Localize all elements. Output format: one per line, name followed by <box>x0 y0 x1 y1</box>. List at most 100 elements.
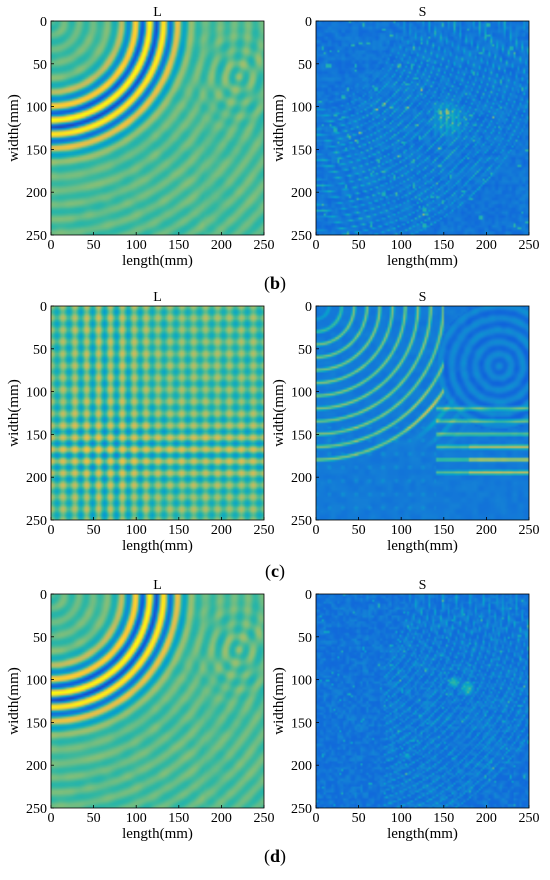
panel-c-left: L0 50 100 150 200 250050100150200250length(mm… <box>6 290 275 554</box>
x-tick-label: 100 <box>391 811 412 826</box>
heatmap-image <box>316 306 529 520</box>
plot-frame <box>315 20 530 236</box>
panel-d-right: S0 50 100 150 200 250050100150200250length(mm… <box>271 578 540 842</box>
heatmap-image <box>51 21 264 235</box>
y-tick-label: 50 <box>33 58 47 73</box>
x-tick-label: 200 <box>476 238 497 253</box>
x-tick-label: 250 <box>254 811 275 826</box>
x-axis-label: length(mm) <box>122 538 193 554</box>
row-label-d: (d) <box>264 846 286 867</box>
x-tick-label: 200 <box>476 811 497 826</box>
y-tick-label: 150 <box>291 428 312 443</box>
x-tick-label: 50 <box>87 523 101 538</box>
row-label-b: (b) <box>264 273 286 294</box>
y-tick-label: 50 <box>33 631 47 646</box>
y-tick-label: 100 <box>291 101 312 116</box>
panel-title: L <box>153 578 162 593</box>
y-tick-label: 150 <box>26 143 47 158</box>
y-tick-label: 250 <box>26 802 47 817</box>
y-tick-label: 50 <box>298 631 312 646</box>
panel-title: S <box>419 5 427 20</box>
plot-frame <box>315 593 530 809</box>
panel-b-right: S0 50 100 150 200 250050100150200250length(mm… <box>271 5 540 269</box>
y-tick-label: 250 <box>26 514 47 529</box>
y-tick-label: 100 <box>26 101 47 116</box>
x-tick-label: 200 <box>476 523 497 538</box>
x-tick-label: 0 <box>313 238 320 253</box>
x-axis-label: length(mm) <box>387 826 458 842</box>
plot-frame <box>50 305 265 521</box>
x-tick-label: 0 <box>313 523 320 538</box>
y-tick-label: 0 <box>305 15 312 30</box>
x-tick-label: 100 <box>126 238 147 253</box>
row-label-c: (c) <box>265 561 285 582</box>
x-tick-label: 250 <box>519 523 540 538</box>
y-tick-label: 0 <box>40 15 47 30</box>
heatmap-image <box>316 594 529 808</box>
x-axis-label: length(mm) <box>122 253 193 269</box>
x-tick-label: 250 <box>254 238 275 253</box>
x-tick-label: 150 <box>433 811 454 826</box>
x-axis-label: length(mm) <box>122 826 193 842</box>
x-tick-label: 250 <box>519 238 540 253</box>
y-tick-label: 250 <box>291 802 312 817</box>
y-axis-label: width(mm) <box>271 94 287 162</box>
panel-b-left: L0 50 100 150 200 250050100150200250length(mm… <box>6 5 275 269</box>
y-tick-label: 0 <box>305 300 312 315</box>
x-tick-label: 200 <box>211 811 232 826</box>
x-tick-label: 0 <box>48 811 55 826</box>
plot-frame <box>50 20 265 236</box>
y-tick-label: 250 <box>291 514 312 529</box>
panel-title: S <box>419 290 427 305</box>
y-tick-label: 200 <box>291 759 312 774</box>
y-tick-label: 150 <box>291 716 312 731</box>
y-axis-label: width(mm) <box>271 379 287 447</box>
y-axis-label: width(mm) <box>271 667 287 735</box>
y-tick-label: 150 <box>26 428 47 443</box>
y-tick-label: 100 <box>26 386 47 401</box>
panel-title: L <box>153 290 162 305</box>
y-tick-label: 0 <box>40 588 47 603</box>
y-tick-label: 200 <box>291 471 312 486</box>
heatmap-image <box>51 594 264 808</box>
y-tick-label: 50 <box>33 343 47 358</box>
y-tick-label: 50 <box>298 343 312 358</box>
heatmap-image <box>316 21 529 235</box>
y-tick-label: 200 <box>26 186 47 201</box>
x-tick-label: 0 <box>48 523 55 538</box>
panel-title: L <box>153 5 162 20</box>
x-tick-label: 50 <box>352 238 366 253</box>
y-tick-label: 200 <box>26 759 47 774</box>
y-tick-label: 250 <box>26 229 47 244</box>
plot-frame <box>50 593 265 809</box>
x-tick-label: 150 <box>168 811 189 826</box>
plot-frame <box>315 305 530 521</box>
x-tick-label: 50 <box>87 238 101 253</box>
x-axis-label: length(mm) <box>387 253 458 269</box>
y-tick-label: 200 <box>291 186 312 201</box>
x-tick-label: 150 <box>168 238 189 253</box>
y-tick-label: 0 <box>305 588 312 603</box>
y-tick-label: 0 <box>40 300 47 315</box>
x-tick-label: 50 <box>87 811 101 826</box>
x-tick-label: 100 <box>391 523 412 538</box>
y-axis-label: width(mm) <box>6 667 22 735</box>
y-tick-label: 150 <box>26 716 47 731</box>
y-tick-label: 100 <box>26 674 47 689</box>
x-tick-label: 0 <box>48 238 55 253</box>
x-axis-label: length(mm) <box>387 538 458 554</box>
panel-c-right: S0 50 100 150 200 250050100150200250length(mm… <box>271 290 540 554</box>
panel-title: S <box>419 578 427 593</box>
x-tick-label: 150 <box>168 523 189 538</box>
x-tick-label: 50 <box>352 523 366 538</box>
y-axis-label: width(mm) <box>6 379 22 447</box>
x-tick-label: 0 <box>313 811 320 826</box>
heatmap-image <box>51 306 264 520</box>
x-tick-label: 100 <box>391 238 412 253</box>
x-tick-label: 250 <box>254 523 275 538</box>
y-tick-label: 250 <box>291 229 312 244</box>
x-tick-label: 100 <box>126 811 147 826</box>
y-tick-label: 150 <box>291 143 312 158</box>
panel-d-left: L0 50 100 150 200 250050100150200250length(mm… <box>6 578 275 842</box>
